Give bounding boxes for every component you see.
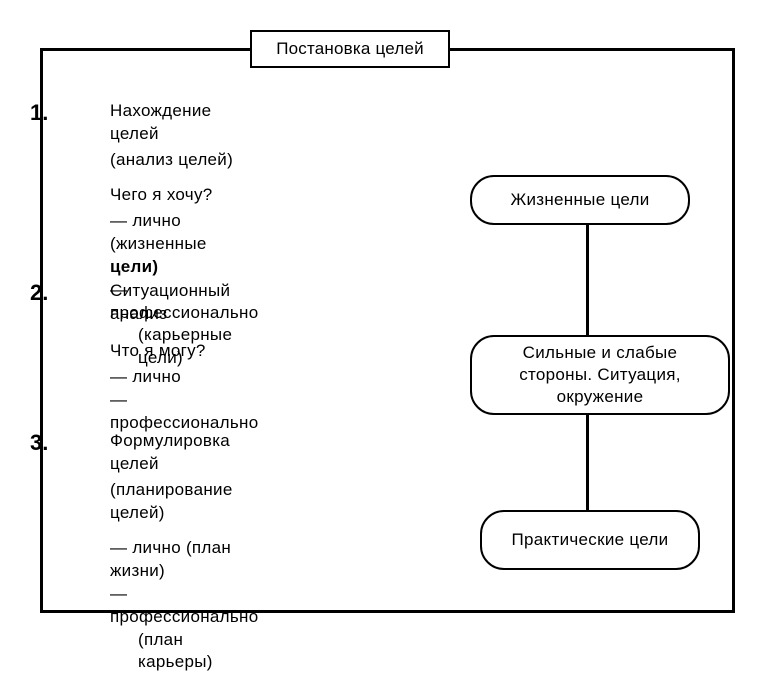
section-number-1: 1. [30, 100, 48, 126]
node-life-goals-label: Жизненные цели [510, 189, 649, 211]
section-content-2: Ситуационный анализ Что я могу? — лично … [110, 280, 258, 435]
section-2-title: Ситуационный анализ [110, 280, 258, 326]
diagram-container: Постановка целей 1. Нахождение целей (ан… [30, 30, 740, 615]
section-1-item-0: — лично (жизненные цели) [110, 210, 258, 279]
section-1-title: Нахождение целей [110, 100, 258, 146]
header-label: Постановка целей [276, 39, 424, 59]
node-practical-goals: Практические цели [480, 510, 700, 570]
header-box: Постановка целей [250, 30, 450, 68]
section-number-3: 3. [30, 430, 48, 456]
section-3-title: Формулировка целей [110, 430, 258, 476]
section-content-3: Формулировка целей (планирование целей) … [110, 430, 258, 674]
section-3-item-1-cont: (план карьеры) [138, 629, 258, 674]
connector-2-3 [586, 415, 589, 510]
section-3-item-1: — профессионально [110, 583, 258, 629]
section-3-subtitle: (планирование целей) [110, 479, 258, 525]
section-1-subtitle: (анализ целей) [110, 149, 258, 172]
node-life-goals: Жизненные цели [470, 175, 690, 225]
section-3-item-0: — лично (план жизни) [110, 537, 258, 583]
section-1-question: Чего я хочу? [110, 184, 258, 207]
node-strengths-weaknesses: Сильные и слабые стороны. Ситуация, окру… [470, 335, 730, 415]
section-number-2: 2. [30, 280, 48, 306]
section-2-question: Что я могу? [110, 340, 258, 363]
section-2-item-1: — профессионально [110, 389, 258, 435]
node-practical-label: Практические цели [512, 529, 669, 551]
connector-1-2 [586, 225, 589, 335]
node-sw-label: Сильные и слабые стороны. Ситуация, окру… [484, 342, 716, 408]
section-2-item-0: — лично [110, 366, 258, 389]
